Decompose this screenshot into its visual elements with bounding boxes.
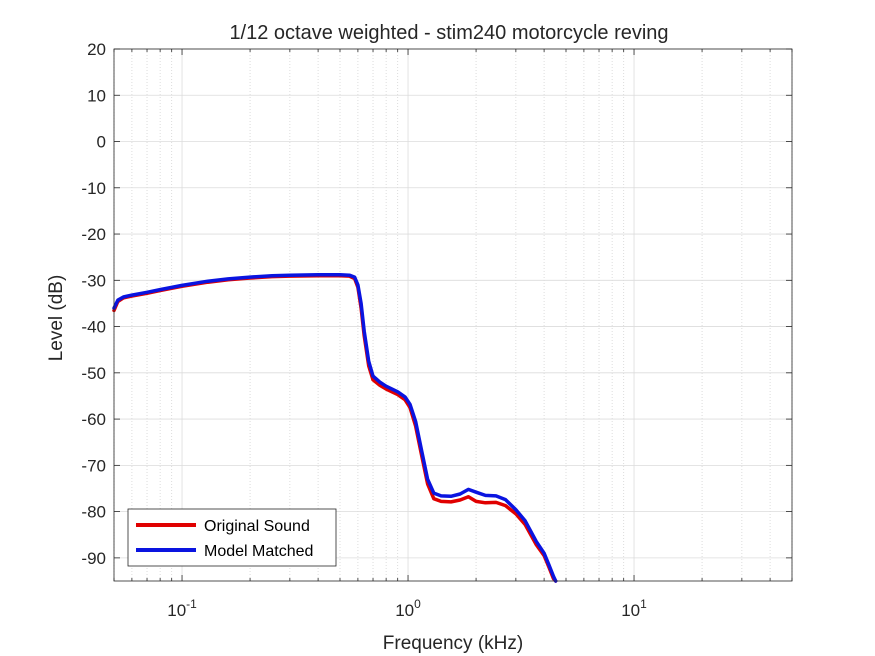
chart-title: 1/12 octave weighted - stim240 motorcycl… [229, 22, 668, 44]
x-axis-label: Frequency (kHz) [383, 633, 523, 654]
x-tick-base: 10 [395, 601, 414, 620]
y-tick-label: -90 [81, 549, 106, 568]
plot-area [114, 49, 792, 581]
legend-label-original-sound: Original Sound [204, 518, 310, 535]
y-tick-label: -20 [81, 225, 106, 244]
y-axis-label: Level (dB) [46, 275, 67, 362]
x-tick-label: 10-1 [167, 597, 197, 620]
x-tick-base: 10 [167, 601, 186, 620]
x-tick-labels: 10-1 100 101 [167, 597, 647, 620]
y-tick-labels: 20 10 0 -10 -20 -30 -40 -50 -60 -70 -80 -90 [81, 40, 106, 568]
x-tick-base: 10 [621, 601, 640, 620]
major-grid [114, 48, 792, 581]
y-tick-label: -70 [81, 456, 106, 475]
tick-marks [113, 48, 793, 581]
y-tick-label: -10 [81, 179, 106, 198]
y-tick-label: -50 [81, 364, 106, 383]
x-tick-label: 101 [621, 597, 647, 620]
legend-box [127, 508, 337, 567]
series-line-model-matched [112, 273, 558, 583]
y-tick-label: 10 [87, 86, 106, 105]
y-tick-label: -80 [81, 503, 106, 522]
y-tick-label: -60 [81, 410, 106, 429]
y-tick-label: 0 [97, 133, 106, 152]
legend-label-model-matched: Model Matched [204, 543, 313, 560]
plot-frame [113, 48, 793, 582]
x-tick-exponent: 0 [414, 597, 421, 611]
y-tick-label: -40 [81, 318, 106, 337]
x-tick-exponent: -1 [186, 597, 197, 611]
x-tick-exponent: 1 [640, 597, 647, 611]
y-tick-label: -30 [81, 271, 106, 290]
series-layer [112, 273, 558, 583]
y-tick-label: 20 [87, 40, 106, 59]
x-tick-label: 100 [395, 597, 421, 620]
legend: Original Sound Model Matched [127, 508, 337, 567]
